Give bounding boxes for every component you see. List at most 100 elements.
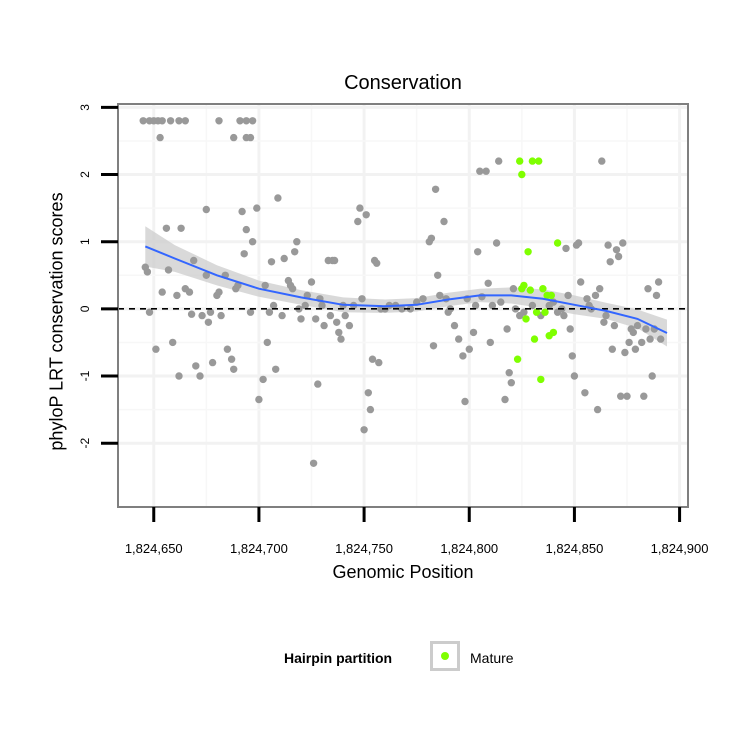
data-point-other <box>619 239 627 247</box>
data-point-other <box>175 117 183 125</box>
data-point-other <box>314 380 322 388</box>
x-tick-label: 1,824,800 <box>440 541 498 556</box>
data-point-other <box>358 295 366 303</box>
data-point-other <box>581 389 589 397</box>
data-point-other <box>185 288 194 296</box>
data-point-other <box>368 355 377 363</box>
data-point-other <box>162 224 171 232</box>
data-point-other <box>181 117 189 125</box>
data-point-other <box>360 426 368 434</box>
data-point-other <box>614 252 623 261</box>
data-point-other <box>246 133 255 142</box>
data-point-other <box>335 328 343 337</box>
data-point-other <box>440 217 448 226</box>
x-tick-label: 1,824,650 <box>125 541 183 556</box>
data-point-other <box>269 301 278 310</box>
data-point-other <box>187 310 196 318</box>
data-point-mature <box>532 308 541 316</box>
data-point-other <box>223 345 232 353</box>
data-point-other <box>175 372 183 380</box>
data-point-other <box>236 117 244 125</box>
data-point-mature <box>530 335 539 343</box>
data-point-other <box>206 308 215 316</box>
data-point-other <box>158 288 166 296</box>
data-point-other <box>623 392 631 400</box>
data-point-other <box>345 321 354 330</box>
data-point-other <box>166 117 175 125</box>
data-point-other <box>375 358 383 367</box>
data-point-mature <box>518 285 526 293</box>
data-point-other <box>503 325 511 333</box>
data-point-other <box>520 308 528 316</box>
data-point-other <box>570 372 579 380</box>
data-point-other <box>301 301 309 310</box>
data-point-other <box>501 395 509 404</box>
data-point-mature <box>528 157 537 165</box>
data-point-other <box>307 278 316 286</box>
data-point-other <box>312 315 320 323</box>
data-point-other <box>465 345 473 353</box>
data-point-other <box>476 167 484 175</box>
data-point-other <box>330 256 339 265</box>
data-point-other <box>505 369 513 377</box>
data-point-other <box>242 225 250 234</box>
data-point-other <box>196 372 204 380</box>
data-point-other <box>238 207 246 216</box>
data-point-other <box>436 291 444 300</box>
y-tick-label: -2 <box>78 438 92 449</box>
legend-label-mature: Mature <box>470 650 514 666</box>
data-point-other <box>657 335 665 343</box>
data-point-mature <box>537 375 545 384</box>
data-point-other <box>612 246 621 254</box>
data-point-other <box>419 295 427 303</box>
data-point-other <box>255 395 263 404</box>
data-point-other <box>198 311 206 320</box>
data-point-other <box>455 335 463 343</box>
data-point-other <box>158 117 166 125</box>
data-point-other <box>354 217 362 226</box>
data-point-other <box>242 117 250 125</box>
data-point-other <box>215 288 223 296</box>
data-point-other <box>240 250 248 258</box>
data-point-other <box>333 318 341 326</box>
data-point-other <box>591 291 600 300</box>
data-point-other <box>488 301 497 310</box>
legend: Hairpin partition Mature <box>0 640 750 676</box>
data-point-other <box>341 311 349 320</box>
data-point-mature <box>541 308 549 316</box>
data-point-other <box>169 338 177 347</box>
data-point-mature <box>526 286 534 294</box>
data-point-other <box>568 352 576 360</box>
data-point-other <box>431 185 440 193</box>
data-point-other <box>318 301 326 310</box>
y-tick-label: 0 <box>78 305 92 312</box>
data-point-other <box>507 379 515 387</box>
data-point-other <box>486 338 494 347</box>
data-point-other <box>427 234 436 242</box>
y-tick-label: -1 <box>78 370 92 381</box>
legend-key-dot <box>441 652 449 660</box>
data-point-other <box>654 278 663 286</box>
data-point-other <box>253 204 261 212</box>
data-point-other <box>248 117 257 125</box>
data-point-mature <box>518 170 526 179</box>
x-tick-label: 1,824,750 <box>335 541 393 556</box>
data-point-mature <box>539 285 547 293</box>
data-point-other <box>192 362 200 370</box>
data-point-other <box>608 345 616 353</box>
data-point-other <box>230 365 238 373</box>
data-point-other <box>469 328 478 337</box>
data-point-other <box>406 305 415 313</box>
legend-key <box>430 641 460 671</box>
data-point-other <box>482 167 490 175</box>
data-point-other <box>646 335 654 343</box>
data-point-other <box>562 244 570 253</box>
data-point-other <box>230 133 238 142</box>
data-point-other <box>326 311 335 320</box>
data-point-other <box>208 358 217 367</box>
x-tick-label: 1,824,900 <box>651 541 709 556</box>
data-point-other <box>497 298 505 306</box>
data-point-other <box>263 338 271 347</box>
